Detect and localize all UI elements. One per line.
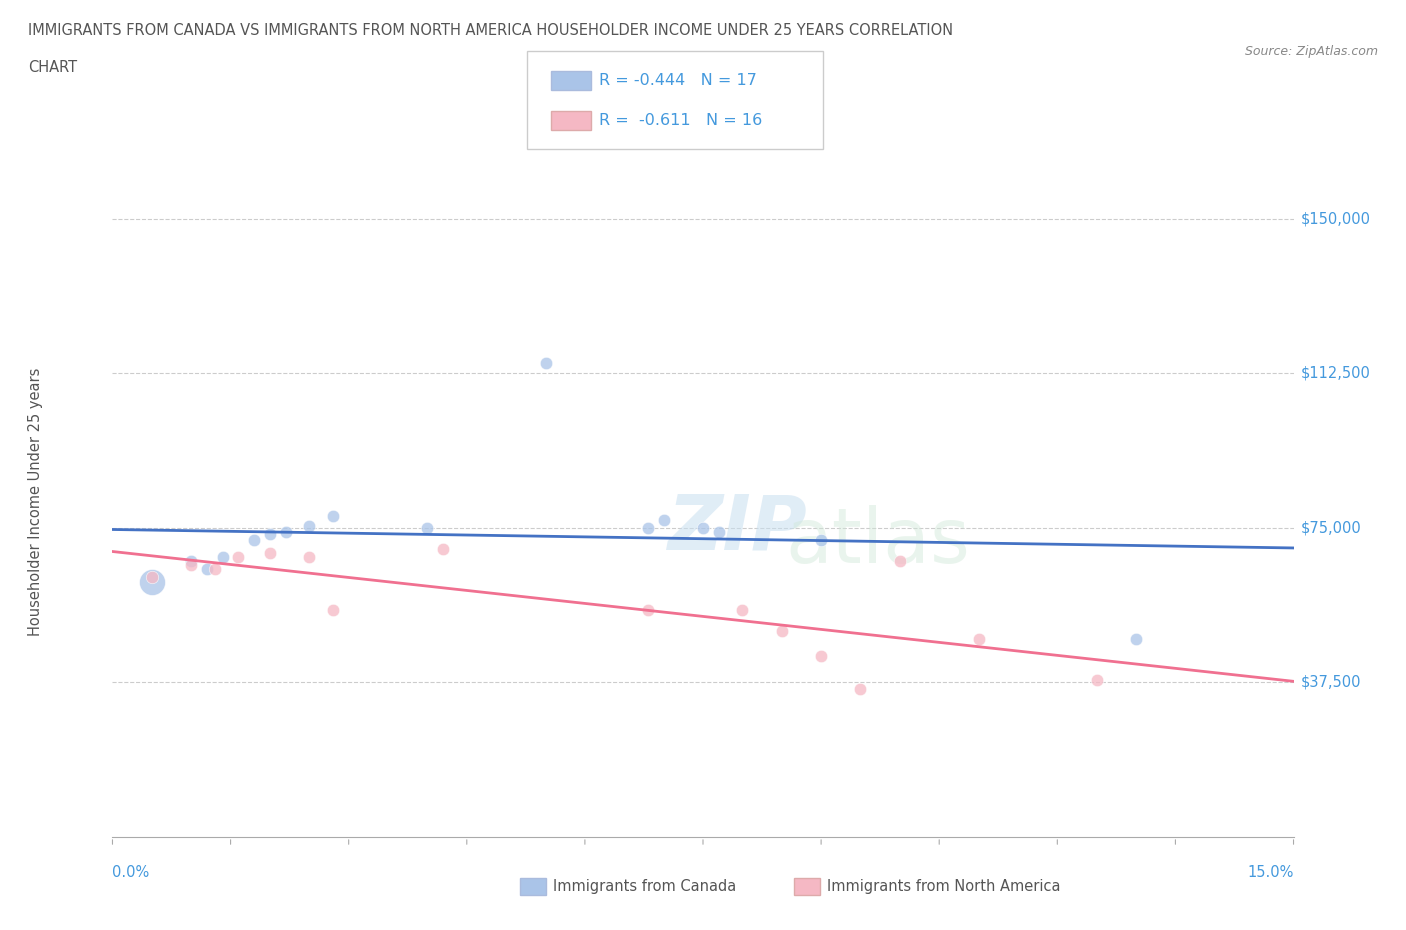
Point	[707, 525, 730, 539]
Point	[416, 521, 439, 536]
Point	[637, 521, 659, 536]
Point	[180, 558, 202, 573]
Point	[692, 521, 714, 536]
Point	[637, 603, 659, 618]
Point	[967, 631, 990, 646]
Text: Householder Income Under 25 years: Householder Income Under 25 years	[28, 368, 44, 636]
Point	[274, 525, 297, 539]
Point	[322, 603, 344, 618]
Text: $150,000: $150,000	[1301, 211, 1371, 226]
Point	[243, 533, 266, 548]
Point	[298, 518, 321, 533]
Text: Immigrants from North America: Immigrants from North America	[827, 879, 1060, 894]
Text: IMMIGRANTS FROM CANADA VS IMMIGRANTS FROM NORTH AMERICA HOUSEHOLDER INCOME UNDER: IMMIGRANTS FROM CANADA VS IMMIGRANTS FRO…	[28, 23, 953, 38]
Point	[534, 355, 557, 370]
Point	[889, 553, 911, 568]
Text: CHART: CHART	[28, 60, 77, 75]
Point	[770, 623, 793, 638]
Text: R = -0.444   N = 17: R = -0.444 N = 17	[599, 73, 756, 88]
Point	[1085, 673, 1108, 688]
Text: $37,500: $37,500	[1301, 675, 1361, 690]
Text: atlas: atlas	[786, 505, 970, 579]
Point	[141, 570, 163, 585]
Text: Immigrants from Canada: Immigrants from Canada	[553, 879, 735, 894]
Point	[810, 533, 832, 548]
Point	[1125, 631, 1147, 646]
Point	[731, 603, 754, 618]
Point	[141, 574, 163, 589]
Point	[849, 681, 872, 696]
Text: 15.0%: 15.0%	[1247, 865, 1294, 880]
Point	[204, 562, 226, 577]
Text: ZIP: ZIP	[668, 492, 807, 566]
Point	[652, 512, 675, 527]
Point	[322, 508, 344, 523]
Point	[432, 541, 454, 556]
Text: $112,500: $112,500	[1301, 365, 1371, 381]
Text: R =  -0.611   N = 16: R = -0.611 N = 16	[599, 113, 762, 127]
Text: 0.0%: 0.0%	[112, 865, 149, 880]
Text: $75,000: $75,000	[1301, 521, 1361, 536]
Point	[195, 562, 218, 577]
Point	[298, 550, 321, 565]
Point	[211, 550, 233, 565]
Text: Source: ZipAtlas.com: Source: ZipAtlas.com	[1244, 45, 1378, 58]
Point	[259, 526, 281, 541]
Point	[180, 553, 202, 568]
Point	[810, 648, 832, 663]
Point	[259, 545, 281, 560]
Point	[228, 550, 250, 565]
